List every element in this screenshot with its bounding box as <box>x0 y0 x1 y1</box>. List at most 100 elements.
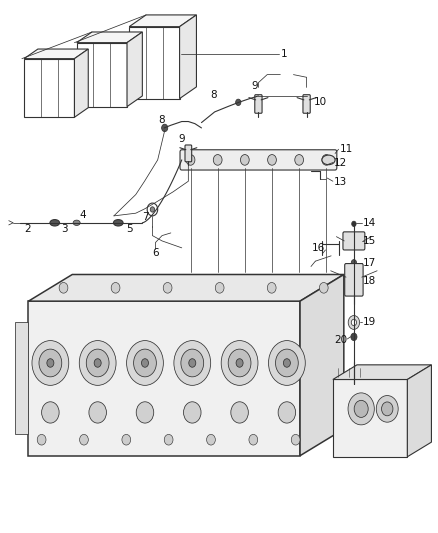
Circle shape <box>181 349 204 377</box>
Text: 12: 12 <box>334 158 347 167</box>
Polygon shape <box>28 274 344 301</box>
Circle shape <box>215 282 224 293</box>
Circle shape <box>136 402 154 423</box>
Circle shape <box>79 341 116 385</box>
Polygon shape <box>24 59 74 117</box>
Polygon shape <box>24 49 88 59</box>
Circle shape <box>381 402 393 416</box>
Circle shape <box>94 359 101 367</box>
Circle shape <box>174 341 211 385</box>
Ellipse shape <box>113 220 123 226</box>
Text: 18: 18 <box>363 277 376 286</box>
Text: 11: 11 <box>339 144 353 154</box>
Circle shape <box>221 341 258 385</box>
Polygon shape <box>77 43 127 107</box>
Circle shape <box>236 359 243 367</box>
Polygon shape <box>74 49 88 117</box>
Circle shape <box>162 124 168 132</box>
Circle shape <box>111 282 120 293</box>
Circle shape <box>37 434 46 445</box>
Polygon shape <box>333 379 407 457</box>
Circle shape <box>134 349 156 377</box>
Circle shape <box>89 402 106 423</box>
FancyBboxPatch shape <box>303 95 310 113</box>
Text: 8: 8 <box>210 90 217 100</box>
Circle shape <box>231 402 248 423</box>
Circle shape <box>348 393 374 425</box>
Circle shape <box>291 434 300 445</box>
Circle shape <box>184 402 201 423</box>
Circle shape <box>322 155 331 165</box>
Polygon shape <box>129 27 180 99</box>
Text: 16: 16 <box>312 244 325 253</box>
Text: 9: 9 <box>251 82 258 91</box>
Text: 7: 7 <box>142 213 149 222</box>
Circle shape <box>236 99 241 106</box>
FancyBboxPatch shape <box>180 150 337 170</box>
Circle shape <box>127 341 163 385</box>
Circle shape <box>147 203 158 216</box>
Circle shape <box>80 434 88 445</box>
Circle shape <box>283 359 290 367</box>
Circle shape <box>86 349 109 377</box>
Circle shape <box>351 319 357 326</box>
FancyBboxPatch shape <box>185 145 192 162</box>
Circle shape <box>268 341 305 385</box>
Circle shape <box>352 221 356 227</box>
Polygon shape <box>77 32 142 43</box>
Polygon shape <box>333 365 431 379</box>
Polygon shape <box>28 301 300 456</box>
Text: 14: 14 <box>363 218 376 228</box>
Text: 10: 10 <box>314 98 327 107</box>
Text: 6: 6 <box>152 248 159 258</box>
Text: 1: 1 <box>280 50 287 59</box>
Text: 17: 17 <box>363 258 376 268</box>
Circle shape <box>163 282 172 293</box>
Circle shape <box>348 316 360 329</box>
Text: 13: 13 <box>334 177 347 187</box>
Circle shape <box>32 341 69 385</box>
Circle shape <box>213 155 222 165</box>
Circle shape <box>59 282 68 293</box>
Circle shape <box>228 349 251 377</box>
Circle shape <box>376 395 398 422</box>
Circle shape <box>240 155 249 165</box>
Ellipse shape <box>50 220 60 226</box>
Circle shape <box>186 155 195 165</box>
Text: 4: 4 <box>79 210 86 220</box>
Circle shape <box>267 282 276 293</box>
Circle shape <box>141 359 148 367</box>
Circle shape <box>249 434 258 445</box>
Text: 15: 15 <box>363 236 376 246</box>
Polygon shape <box>127 32 142 107</box>
Text: 9: 9 <box>178 134 185 143</box>
FancyBboxPatch shape <box>345 264 363 296</box>
Circle shape <box>42 402 59 423</box>
Circle shape <box>122 434 131 445</box>
Circle shape <box>295 155 304 165</box>
Text: 2: 2 <box>24 224 31 234</box>
Text: 8: 8 <box>159 115 166 125</box>
Polygon shape <box>300 274 344 456</box>
Circle shape <box>268 155 276 165</box>
Circle shape <box>164 434 173 445</box>
Text: 19: 19 <box>363 318 376 327</box>
Circle shape <box>351 260 357 266</box>
Circle shape <box>351 333 357 341</box>
Ellipse shape <box>73 220 80 225</box>
Circle shape <box>354 400 368 417</box>
Circle shape <box>189 359 196 367</box>
Circle shape <box>47 359 54 367</box>
Polygon shape <box>407 365 431 457</box>
Circle shape <box>207 434 215 445</box>
Circle shape <box>150 207 155 212</box>
Circle shape <box>319 282 328 293</box>
Text: 5: 5 <box>126 224 133 234</box>
FancyBboxPatch shape <box>343 232 365 250</box>
FancyBboxPatch shape <box>255 95 262 113</box>
Circle shape <box>276 349 298 377</box>
Polygon shape <box>129 15 196 27</box>
Circle shape <box>278 402 296 423</box>
Ellipse shape <box>322 155 335 165</box>
Text: 20: 20 <box>334 335 347 345</box>
